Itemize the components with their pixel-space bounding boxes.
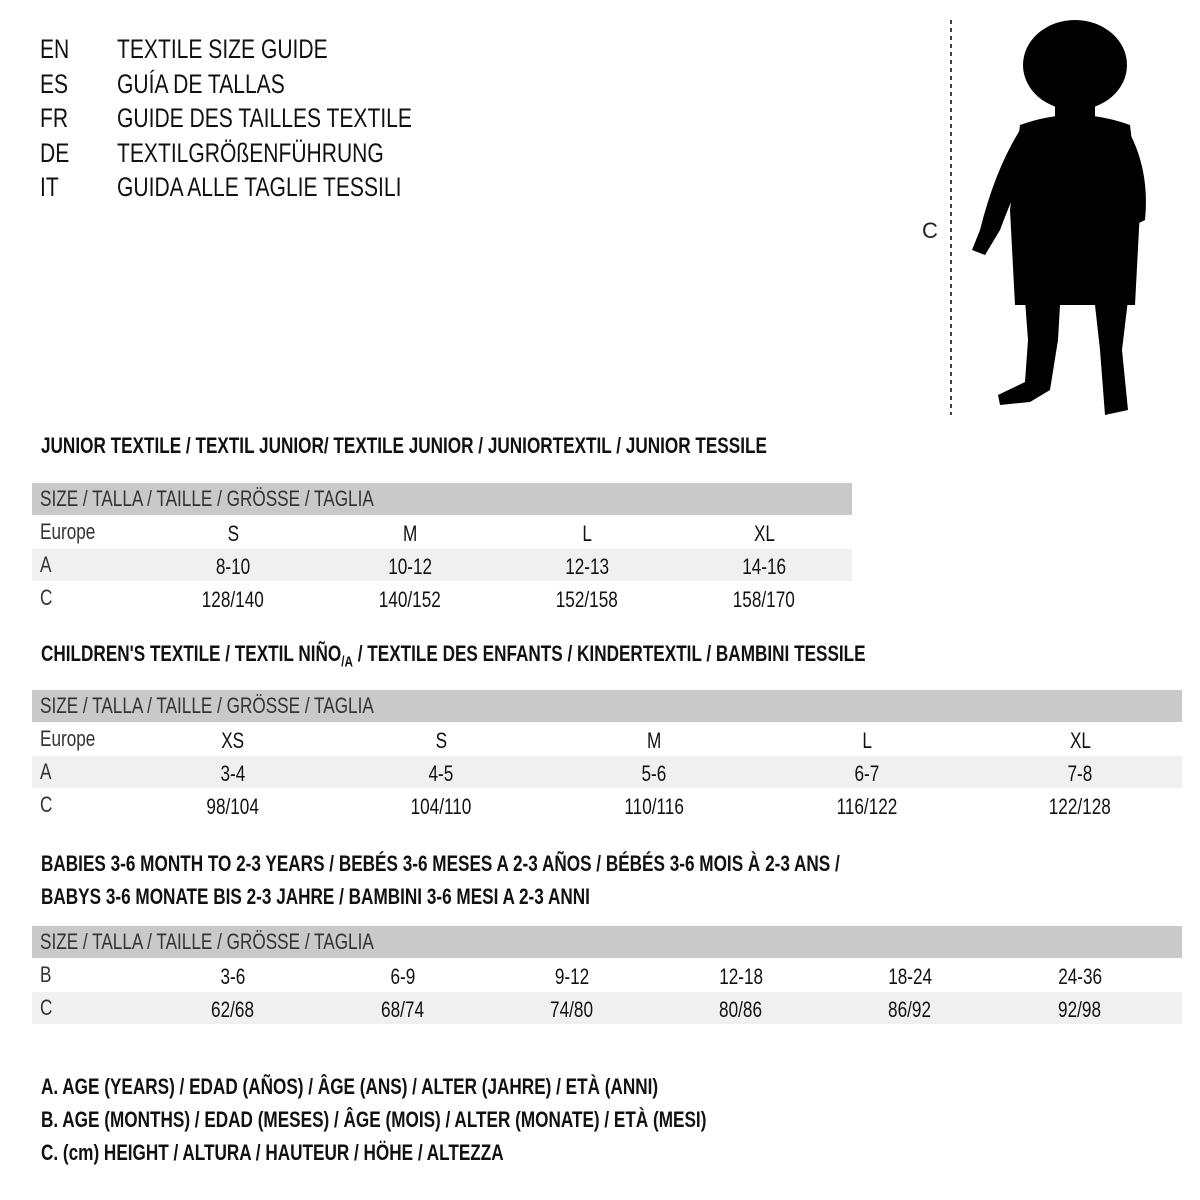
children-title: CHILDREN'S TEXTILE / TEXTIL NIÑO/A / TEX… xyxy=(41,641,866,671)
child-figure-icon xyxy=(972,20,1146,415)
size-header-row: SIZE / TALLA / TAILLE / GRÖSSE / TAGLIA xyxy=(32,483,852,515)
row-label: C xyxy=(40,995,53,1020)
language-code: IT xyxy=(40,172,59,202)
child-silhouette: C xyxy=(922,20,1146,415)
row-label: Europe xyxy=(40,726,96,751)
height-label: C xyxy=(922,218,938,243)
table-cell: XL xyxy=(1069,728,1091,753)
table-cell: 6-7 xyxy=(854,761,880,786)
table-cell: 80/86 xyxy=(719,997,763,1022)
table-cell: 10-12 xyxy=(388,554,432,579)
row-label: C xyxy=(40,792,53,817)
table-cell: 3-6 xyxy=(220,964,246,989)
language-title: TEXTILE SIZE GUIDE xyxy=(117,34,328,64)
table-cell: 140/152 xyxy=(378,587,442,612)
table-cell: 104/110 xyxy=(410,794,472,819)
table-cell: M xyxy=(646,728,662,753)
table-cell: 14-16 xyxy=(742,554,786,579)
table-cell: 128/140 xyxy=(201,587,265,612)
table-row: A 8-10 10-12 12-13 14-16 xyxy=(32,549,852,581)
language-title: GUIDE DES TAILLES TEXTILE xyxy=(117,103,412,133)
table-row: C 98/104 104/110 110/116 116/122 122/128 xyxy=(32,789,1182,821)
table-cell: 7-8 xyxy=(1067,761,1093,786)
table-cell: 68/74 xyxy=(381,997,425,1022)
table-cell: M xyxy=(402,521,418,546)
table-cell: 152/158 xyxy=(555,587,619,612)
table-row: C 62/68 68/74 74/80 80/86 86/92 92/98 xyxy=(32,992,1182,1024)
table-cell: 158/170 xyxy=(732,587,796,612)
table-cell: 12-18 xyxy=(719,964,763,989)
table-row: B 3-6 6-9 9-12 12-18 18-24 24-36 xyxy=(32,959,1182,991)
table-row: C 128/140 140/152 152/158 158/170 xyxy=(32,582,852,614)
row-label: A xyxy=(40,759,52,784)
language-code: ES xyxy=(40,68,69,99)
table-cell: L xyxy=(582,521,592,546)
language-code: DE xyxy=(40,137,70,168)
language-title: GUIDA ALLE TAGLIE TESSILI xyxy=(117,172,402,202)
babies-title-line2: BABYS 3-6 MONATE BIS 2-3 JAHRE / BAMBINI… xyxy=(41,884,590,909)
table-cell: 24-36 xyxy=(1058,964,1102,989)
table-cell: 110/116 xyxy=(624,794,684,819)
junior-title: JUNIOR TEXTILE / TEXTIL JUNIOR/ TEXTILE … xyxy=(41,433,767,458)
junior-size-table: SIZE / TALLA / TAILLE / GRÖSSE / TAGLIA … xyxy=(32,483,852,614)
table-cell: 62/68 xyxy=(211,997,255,1022)
legend-a: A. AGE (YEARS) / EDAD (AÑOS) / ÂGE (ANS)… xyxy=(41,1074,659,1099)
table-cell: 4-5 xyxy=(428,761,454,786)
table-cell: 122/128 xyxy=(1048,794,1112,819)
table-cell: S xyxy=(227,521,239,546)
table-row: Europe S M L XL xyxy=(32,516,852,548)
table-cell: L xyxy=(862,728,872,753)
table-cell: 12-13 xyxy=(565,554,609,579)
language-title: TEXTILGRÖßENFÜHRUNG xyxy=(117,137,384,168)
table-cell: 9-12 xyxy=(554,964,590,989)
legend-b: B. AGE (MONTHS) / EDAD (MESES) / ÂGE (MO… xyxy=(41,1107,707,1132)
row-label: Europe xyxy=(40,519,96,544)
table-cell: 8-10 xyxy=(215,554,251,579)
size-header-row: SIZE / TALLA / TAILLE / GRÖSSE / TAGLIA xyxy=(32,690,1182,722)
row-label: C xyxy=(40,585,53,610)
table-cell: XL xyxy=(753,521,775,546)
table-cell: XS xyxy=(221,728,245,753)
table-cell: 92/98 xyxy=(1058,997,1102,1022)
children-size-table: SIZE / TALLA / TAILLE / GRÖSSE / TAGLIA … xyxy=(32,690,1182,821)
legend-c: C. (cm) HEIGHT / ALTURA / HAUTEUR / HÖHE… xyxy=(41,1140,504,1165)
table-cell: 86/92 xyxy=(888,997,932,1022)
table-cell: 5-6 xyxy=(641,761,667,786)
row-label: B xyxy=(40,962,52,987)
language-code: FR xyxy=(40,103,69,133)
table-cell: 3-4 xyxy=(220,761,246,786)
row-label: A xyxy=(40,552,52,577)
size-header-row: SIZE / TALLA / TAILLE / GRÖSSE / TAGLIA xyxy=(32,926,1182,958)
table-row: Europe XS S M L XL xyxy=(32,723,1182,755)
babies-size-table: SIZE / TALLA / TAILLE / GRÖSSE / TAGLIA … xyxy=(32,926,1182,1024)
table-cell: 18-24 xyxy=(888,964,932,989)
table-cell: 6-9 xyxy=(390,964,416,989)
table-cell: S xyxy=(435,728,447,753)
table-cell: 98/104 xyxy=(206,794,260,819)
table-cell: 116/122 xyxy=(836,794,898,819)
table-row: A 3-4 4-5 5-6 6-7 7-8 xyxy=(32,756,1182,788)
language-title: GUÍA DE TALLAS xyxy=(117,68,285,99)
babies-title-line1: BABIES 3-6 MONTH TO 2-3 YEARS / BEBÉS 3-… xyxy=(41,851,840,876)
language-code: EN xyxy=(40,34,70,64)
table-cell: 74/80 xyxy=(550,997,594,1022)
